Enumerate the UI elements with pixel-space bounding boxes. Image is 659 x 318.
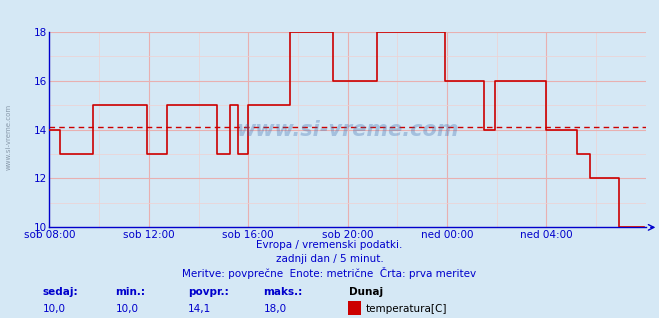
Text: Evropa / vremenski podatki.: Evropa / vremenski podatki. bbox=[256, 240, 403, 250]
Text: Dunaj: Dunaj bbox=[349, 287, 384, 297]
Text: temperatura[C]: temperatura[C] bbox=[366, 304, 447, 314]
Text: www.si-vreme.com: www.si-vreme.com bbox=[237, 120, 459, 140]
Text: sedaj:: sedaj: bbox=[43, 287, 78, 297]
Text: zadnji dan / 5 minut.: zadnji dan / 5 minut. bbox=[275, 254, 384, 264]
Text: min.:: min.: bbox=[115, 287, 146, 297]
Text: Meritve: povprečne  Enote: metrične  Črta: prva meritev: Meritve: povprečne Enote: metrične Črta:… bbox=[183, 267, 476, 279]
Text: 10,0: 10,0 bbox=[115, 304, 138, 314]
Text: povpr.:: povpr.: bbox=[188, 287, 229, 297]
Text: 14,1: 14,1 bbox=[188, 304, 211, 314]
Text: 10,0: 10,0 bbox=[43, 304, 66, 314]
Text: maks.:: maks.: bbox=[264, 287, 303, 297]
Text: 18,0: 18,0 bbox=[264, 304, 287, 314]
Text: www.si-vreme.com: www.si-vreme.com bbox=[5, 104, 11, 170]
